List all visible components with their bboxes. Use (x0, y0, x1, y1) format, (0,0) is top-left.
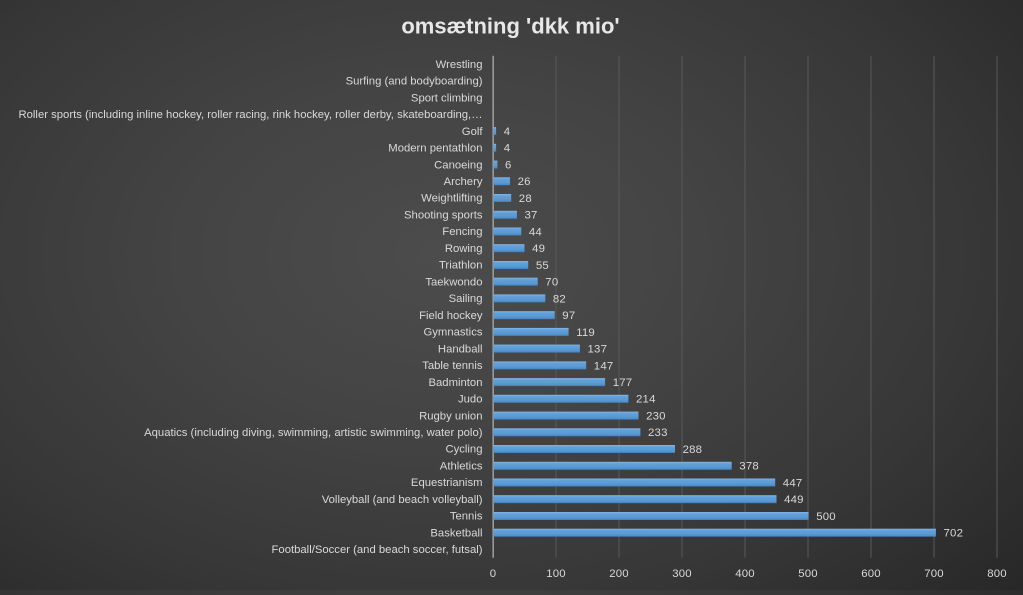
svg-text:Rowing: Rowing (445, 243, 483, 255)
svg-text:702: 702 (944, 528, 964, 540)
svg-text:Modern pentathlon: Modern pentathlon (388, 143, 482, 155)
svg-text:28: 28 (519, 193, 532, 205)
svg-text:97: 97 (562, 310, 575, 322)
svg-text:200: 200 (609, 568, 629, 580)
svg-text:0: 0 (490, 568, 497, 580)
svg-text:Golf: Golf (462, 126, 484, 138)
svg-text:Sailing: Sailing (449, 293, 483, 305)
svg-text:500: 500 (798, 568, 818, 580)
svg-text:700: 700 (924, 568, 944, 580)
svg-text:Triathlon: Triathlon (439, 260, 483, 272)
svg-text:800: 800 (987, 568, 1007, 580)
svg-text:449: 449 (784, 494, 804, 506)
svg-text:288: 288 (683, 444, 703, 456)
svg-text:Taekwondo: Taekwondo (425, 276, 482, 288)
svg-text:Gymnastics: Gymnastics (423, 327, 482, 339)
svg-text:Table tennis: Table tennis (422, 360, 483, 372)
svg-text:Football/Soccer (and beach soc: Football/Soccer (and beach soccer, futsa… (272, 544, 483, 556)
svg-text:Field hockey: Field hockey (419, 310, 483, 322)
svg-text:4: 4 (504, 143, 511, 155)
svg-text:Rugby union: Rugby union (419, 410, 482, 422)
svg-text:Tennis: Tennis (450, 511, 483, 523)
svg-text:Surfing (and bodyboarding): Surfing (and bodyboarding) (346, 76, 483, 88)
svg-text:Wrestling: Wrestling (436, 59, 483, 71)
svg-text:Sport climbing: Sport climbing (411, 92, 483, 104)
svg-text:Volleyball (and beach volleyba: Volleyball (and beach volleyball) (322, 494, 483, 506)
svg-text:55: 55 (536, 260, 549, 272)
svg-text:70: 70 (545, 277, 558, 289)
svg-text:119: 119 (576, 327, 595, 339)
svg-text:Archery: Archery (444, 176, 483, 188)
svg-text:Fencing: Fencing (442, 226, 482, 238)
svg-text:Roller sports (including inlin: Roller sports (including inline hockey, … (18, 109, 482, 121)
svg-text:214: 214 (636, 394, 656, 406)
svg-text:400: 400 (735, 568, 755, 580)
svg-text:Handball: Handball (438, 343, 483, 355)
svg-text:44: 44 (529, 226, 542, 238)
svg-text:6: 6 (505, 160, 512, 172)
svg-text:447: 447 (783, 477, 803, 489)
svg-text:Canoeing: Canoeing (434, 159, 482, 171)
svg-text:137: 137 (588, 344, 608, 356)
svg-text:600: 600 (861, 568, 881, 580)
svg-text:Aquatics (including diving, sw: Aquatics (including diving, swimming, ar… (144, 427, 483, 439)
svg-text:omsætning 'dkk mio': omsætning 'dkk mio' (401, 14, 619, 39)
svg-text:Weightlifting: Weightlifting (421, 193, 482, 205)
svg-text:Judo: Judo (458, 394, 483, 406)
svg-text:147: 147 (594, 360, 614, 372)
svg-text:Equestrianism: Equestrianism (411, 477, 483, 489)
svg-text:Cycling: Cycling (445, 444, 482, 456)
svg-text:100: 100 (546, 568, 566, 580)
svg-text:230: 230 (646, 411, 666, 423)
svg-text:Athletics: Athletics (440, 461, 483, 473)
svg-text:82: 82 (553, 293, 566, 305)
svg-text:177: 177 (613, 377, 633, 389)
svg-text:49: 49 (532, 243, 545, 255)
svg-text:37: 37 (525, 210, 538, 222)
svg-text:300: 300 (672, 568, 692, 580)
svg-text:4: 4 (504, 126, 511, 138)
svg-text:Shooting sports: Shooting sports (404, 210, 483, 222)
svg-text:233: 233 (648, 427, 668, 439)
svg-text:Basketball: Basketball (430, 527, 482, 539)
svg-text:500: 500 (816, 511, 836, 523)
svg-text:26: 26 (518, 176, 531, 188)
svg-text:Badminton: Badminton (428, 377, 482, 389)
svg-text:378: 378 (739, 461, 759, 473)
